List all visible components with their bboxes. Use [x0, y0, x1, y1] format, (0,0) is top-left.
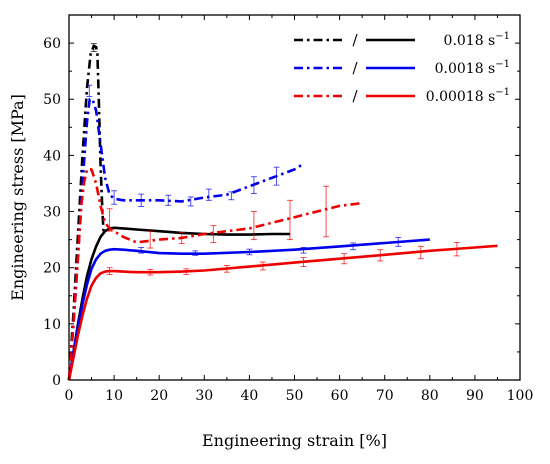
x-tick-label: 80 — [421, 388, 439, 404]
legend-slash: / — [352, 87, 358, 105]
x-tick-label: 100 — [507, 388, 534, 404]
legend-label-exponent: −1 — [495, 31, 510, 42]
legend-slash: / — [352, 59, 358, 77]
plot-marks — [67, 44, 498, 381]
y-tick-label: 30 — [43, 205, 61, 221]
legend-label-1: 0.0018 s−1 — [435, 59, 510, 77]
x-tick-label: 60 — [331, 388, 349, 404]
series-line-5 — [67, 244, 498, 381]
legend-label-2: 0.00018 s−1 — [426, 87, 510, 105]
legend: /0.018 s−1/0.0018 s−1/0.00018 s−1 — [294, 31, 510, 105]
legend-label-main: 0.00018 s — [426, 89, 496, 105]
axis-ticks: 0 10 20 30 40 50 60 70 80 90 100 0 10 20 30 40 50 60 — [43, 14, 534, 404]
x-axis-title: Engineering strain [%] — [202, 431, 387, 450]
legend-label-exponent: −1 — [495, 59, 510, 70]
x-tick-label: 10 — [105, 388, 123, 404]
x-tick-label: 20 — [150, 388, 168, 404]
legend-label-exponent: −1 — [495, 87, 510, 98]
y-tick-label: 60 — [43, 36, 61, 52]
x-tick-label: 70 — [376, 388, 394, 404]
legend-label-0: 0.018 s−1 — [444, 31, 510, 49]
x-tick-label: 30 — [195, 388, 213, 404]
legend-label-main: 0.0018 s — [435, 61, 496, 77]
legend-label-main: 0.018 s — [444, 33, 496, 49]
y-tick-label: 10 — [43, 317, 61, 333]
x-tick-label: 90 — [466, 388, 484, 404]
x-tick-label: 0 — [65, 388, 74, 404]
y-tick-label: 20 — [43, 261, 61, 277]
series-line-3 — [67, 238, 430, 381]
y-axis-title: Engineering stress [MPa] — [8, 94, 27, 301]
y-tick-label: 40 — [43, 148, 61, 164]
error-bars — [86, 43, 460, 276]
x-tick-label: 40 — [240, 388, 258, 404]
y-tick-label: 0 — [52, 373, 61, 389]
series-line-4 — [67, 168, 363, 381]
y-tick-label: 50 — [43, 92, 61, 108]
x-tick-label: 50 — [286, 388, 304, 404]
series-line-2 — [67, 97, 305, 381]
series-line-1 — [67, 226, 290, 381]
legend-slash: / — [352, 31, 358, 49]
